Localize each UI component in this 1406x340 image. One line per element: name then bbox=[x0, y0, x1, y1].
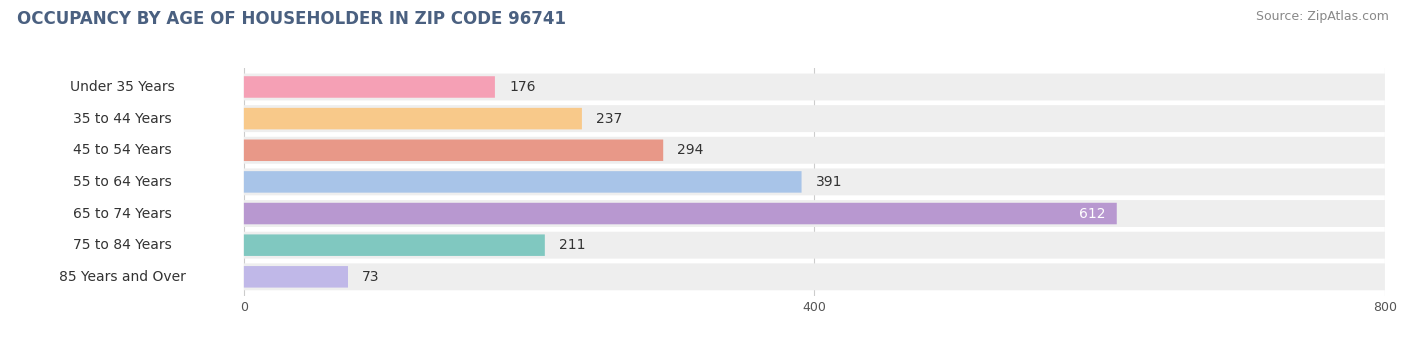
Text: OCCUPANCY BY AGE OF HOUSEHOLDER IN ZIP CODE 96741: OCCUPANCY BY AGE OF HOUSEHOLDER IN ZIP C… bbox=[17, 10, 565, 28]
Text: Source: ZipAtlas.com: Source: ZipAtlas.com bbox=[1256, 10, 1389, 23]
FancyBboxPatch shape bbox=[243, 264, 1385, 290]
FancyBboxPatch shape bbox=[243, 139, 664, 161]
FancyBboxPatch shape bbox=[243, 203, 1116, 224]
Text: 45 to 54 Years: 45 to 54 Years bbox=[73, 143, 172, 157]
Text: 294: 294 bbox=[678, 143, 704, 157]
Text: 73: 73 bbox=[363, 270, 380, 284]
FancyBboxPatch shape bbox=[243, 105, 1385, 132]
Text: 75 to 84 Years: 75 to 84 Years bbox=[73, 238, 172, 252]
Text: 391: 391 bbox=[815, 175, 842, 189]
FancyBboxPatch shape bbox=[243, 200, 1385, 227]
FancyBboxPatch shape bbox=[243, 266, 349, 288]
FancyBboxPatch shape bbox=[4, 74, 240, 100]
Text: 176: 176 bbox=[509, 80, 536, 94]
Text: 612: 612 bbox=[1078, 206, 1105, 221]
FancyBboxPatch shape bbox=[4, 106, 240, 132]
FancyBboxPatch shape bbox=[243, 232, 1385, 259]
FancyBboxPatch shape bbox=[4, 201, 240, 226]
Text: 35 to 44 Years: 35 to 44 Years bbox=[73, 112, 172, 125]
FancyBboxPatch shape bbox=[4, 264, 240, 290]
FancyBboxPatch shape bbox=[243, 73, 1385, 100]
FancyBboxPatch shape bbox=[4, 232, 240, 258]
FancyBboxPatch shape bbox=[243, 171, 801, 193]
Text: Under 35 Years: Under 35 Years bbox=[70, 80, 174, 94]
FancyBboxPatch shape bbox=[243, 168, 1385, 196]
FancyBboxPatch shape bbox=[4, 169, 240, 195]
FancyBboxPatch shape bbox=[243, 234, 544, 256]
FancyBboxPatch shape bbox=[243, 108, 582, 130]
Text: 237: 237 bbox=[596, 112, 623, 125]
Text: 85 Years and Over: 85 Years and Over bbox=[59, 270, 186, 284]
FancyBboxPatch shape bbox=[243, 76, 495, 98]
Text: 55 to 64 Years: 55 to 64 Years bbox=[73, 175, 172, 189]
Text: 211: 211 bbox=[560, 238, 585, 252]
Text: 65 to 74 Years: 65 to 74 Years bbox=[73, 206, 172, 221]
FancyBboxPatch shape bbox=[4, 137, 240, 163]
FancyBboxPatch shape bbox=[243, 137, 1385, 164]
